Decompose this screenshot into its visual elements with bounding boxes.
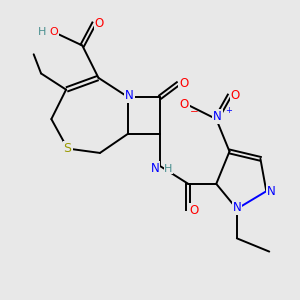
Text: O: O xyxy=(49,27,58,37)
Text: N: N xyxy=(125,89,134,102)
Text: +: + xyxy=(225,106,232,115)
Text: O: O xyxy=(179,77,188,90)
Text: N: N xyxy=(232,201,241,214)
Text: O: O xyxy=(180,98,189,111)
Text: N: N xyxy=(267,185,276,198)
Text: −: − xyxy=(190,107,199,117)
Text: S: S xyxy=(64,142,72,155)
Text: O: O xyxy=(95,17,104,30)
Text: O: O xyxy=(190,204,199,217)
Text: N: N xyxy=(213,110,222,123)
Text: O: O xyxy=(231,89,240,102)
Text: N: N xyxy=(151,162,159,175)
Text: H: H xyxy=(164,164,173,173)
Text: H: H xyxy=(38,27,46,37)
